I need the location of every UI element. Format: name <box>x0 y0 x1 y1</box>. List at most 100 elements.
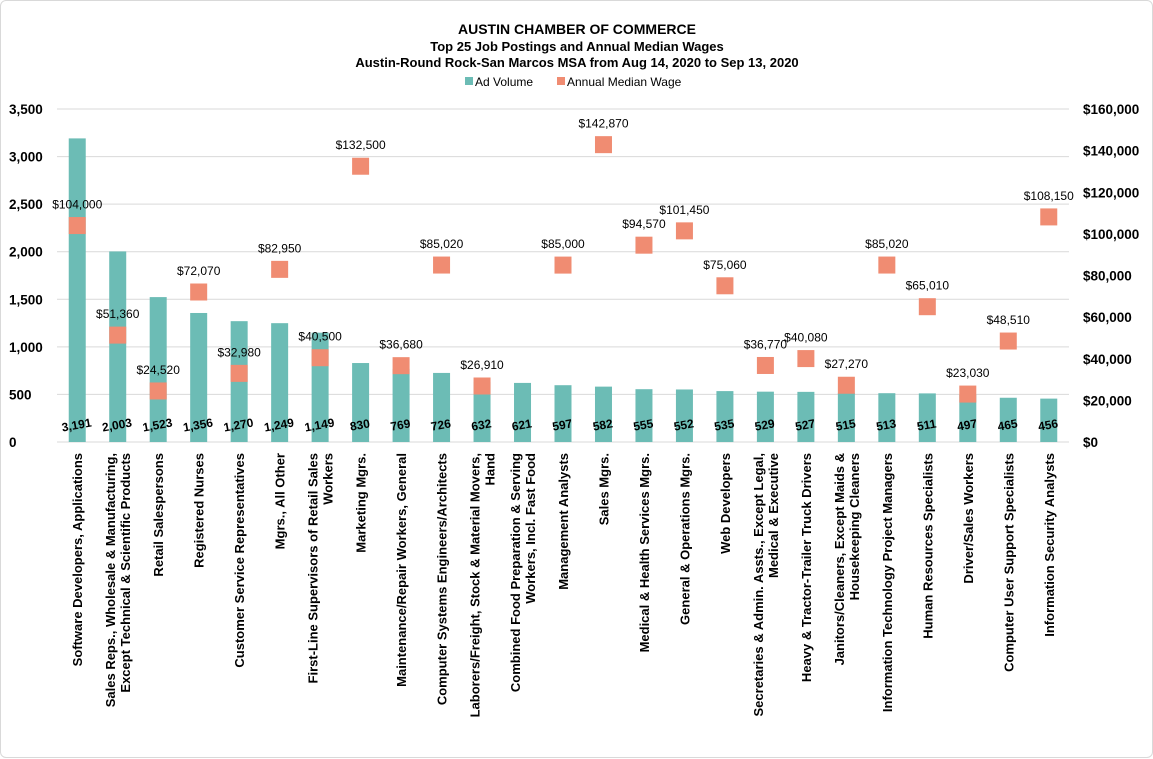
category-label-software-developers-applications: Software Developers, Applications <box>70 453 85 666</box>
median-wage-marker <box>635 236 653 254</box>
median-wage-label: $101,450 <box>659 203 709 217</box>
category-labels: Software Developers, Applications Sales R… <box>70 453 1057 717</box>
ad-volume-label: 552 <box>673 416 695 433</box>
category-label-computer-user-support-specialists: Computer User Support Specialists <box>1001 453 1016 672</box>
category-label-line: Customer Service Representatives <box>232 453 247 668</box>
category-label-line: Software Developers, Applications <box>70 453 85 666</box>
category-label-line: Laborers/Freight, Stock & Material Mover… <box>468 453 483 717</box>
median-wage-label: $85,020 <box>865 237 909 251</box>
category-label-line: Workers, Incl. Fast Food <box>523 453 538 604</box>
ad-volume-label: 597 <box>551 416 573 433</box>
ad-volume-label: 529 <box>754 416 776 433</box>
ad-volume-bar <box>756 391 774 442</box>
median-wage-label: $142,870 <box>578 117 628 131</box>
median-wage-label: $36,680 <box>379 338 423 352</box>
category-label-driver-sales-workers: Driver/Sales Workers <box>961 453 976 584</box>
category-label-line: Retail Salespersons <box>151 453 166 577</box>
median-wage-marker <box>190 283 208 301</box>
y-left-tick-label: 3,000 <box>9 150 43 165</box>
median-wage-label: $65,010 <box>906 279 950 293</box>
ad-volume-bar <box>959 394 977 442</box>
median-wage-marker <box>878 256 896 274</box>
median-wage-marker <box>594 136 612 154</box>
category-label-line: Computer User Support Specialists <box>1001 453 1016 672</box>
category-label-line: Maintenance/Repair Workers, General <box>394 453 409 687</box>
median-wage-label: $85,000 <box>541 237 585 251</box>
median-wage-label: $75,060 <box>703 258 747 272</box>
chart-subtitle-line-2: Austin-Round Rock-San Marcos MSA from Au… <box>355 55 798 70</box>
category-label-first-line-supervisors-of-retail-sales: First-Line Supervisors of Retail SalesWo… <box>306 453 336 683</box>
category-label-line: Registered Nurses <box>192 453 207 568</box>
category-label-line: First-Line Supervisors of Retail Sales <box>306 453 321 683</box>
category-label-web-developers: Web Developers <box>718 453 733 554</box>
ad-volume-label: 1,523 <box>142 416 174 435</box>
category-label-line: Driver/Sales Workers <box>961 453 976 584</box>
ad-volume-bars <box>68 138 1058 442</box>
ad-volume-bar <box>190 312 208 442</box>
category-label-line: Workers <box>321 453 336 505</box>
ad-volume-bar <box>635 389 653 442</box>
median-wage-marker <box>352 157 370 175</box>
ad-volume-bar <box>675 389 693 442</box>
category-label-retail-salespersons: Retail Salespersons <box>151 453 166 577</box>
ad-volume-bar <box>68 138 86 442</box>
median-wage-label: $40,080 <box>784 331 828 345</box>
category-label-line: Heavy & Tractor-Trailer Truck Drivers <box>799 453 814 682</box>
ad-volume-bar <box>594 386 612 442</box>
median-wage-marker <box>473 377 491 395</box>
category-label-line: Medical & Executive <box>766 453 781 578</box>
median-wage-labels: $104,000 $51,360 $24,520 $72,070 $32,980 $82,… <box>52 117 1074 380</box>
median-wage-marker <box>433 256 451 274</box>
right-axis: $0 $20,000 $40,000 $60,000 $80,000 $100,000 $1… <box>1083 102 1139 450</box>
y-right-tick-label: $160,000 <box>1083 102 1139 117</box>
median-wage-marker <box>918 298 936 316</box>
median-wage-marker <box>109 326 127 344</box>
ad-volume-label: 2,003 <box>101 416 133 435</box>
y-right-tick-label: $120,000 <box>1083 185 1139 200</box>
category-label-general-operations-mgrs: General & Operations Mgrs. <box>677 453 692 625</box>
legend: Ad Volume Annual Median Wage <box>465 75 682 89</box>
median-wage-label: $108,150 <box>1024 189 1074 203</box>
y-right-tick-label: $100,000 <box>1083 227 1139 242</box>
median-wage-label: $85,020 <box>420 237 464 251</box>
category-label-customer-service-representatives: Customer Service Representatives <box>232 453 247 668</box>
ad-volume-label: 830 <box>349 416 371 433</box>
y-right-tick-label: $40,000 <box>1083 352 1132 367</box>
gridlines <box>57 108 1069 443</box>
chart-subtitle-line-1: Top 25 Job Postings and Annual Median Wa… <box>430 39 724 54</box>
ad-volume-bar <box>271 323 289 442</box>
y-left-tick-label: 3,500 <box>9 102 43 117</box>
category-label-line: Web Developers <box>718 453 733 554</box>
category-label-line: Sales Reps., Wholesale & Manufacturing, <box>103 453 118 707</box>
median-wage-label: $27,270 <box>825 357 869 371</box>
category-label-secretaries-admin-assts-except-legal: Secretaries & Admin. Assts., Except Lega… <box>751 453 781 716</box>
median-wage-markers <box>68 136 1058 403</box>
median-wage-label: $94,570 <box>622 217 666 231</box>
legend-label-median-wage: Annual Median Wage <box>567 75 682 89</box>
category-label-janitors-cleaners-except-maids: Janitors/Cleaners, Except Maids &Houseke… <box>832 453 862 665</box>
category-label-maintenance-repair-workers-general: Maintenance/Repair Workers, General <box>394 453 409 687</box>
y-left-tick-label: 1,000 <box>9 340 43 355</box>
ad-volume-bar <box>149 297 167 442</box>
median-wage-label: $82,950 <box>258 241 302 255</box>
ad-volume-label: 1,249 <box>263 416 295 435</box>
category-label-line: Hand <box>483 453 498 486</box>
ad-volume-bar <box>837 393 855 442</box>
ad-volume-label: 513 <box>875 416 897 433</box>
median-wage-marker <box>837 376 855 394</box>
category-label-line: Management Analysts <box>556 453 571 590</box>
category-label-heavy-tractor-trailer-truck-drivers: Heavy & Tractor-Trailer Truck Drivers <box>799 453 814 682</box>
legend-label-ad-volume: Ad Volume <box>475 75 533 89</box>
y-right-tick-label: $20,000 <box>1083 393 1132 408</box>
y-right-tick-label: $80,000 <box>1083 269 1132 284</box>
median-wage-marker <box>311 349 329 367</box>
median-wage-marker <box>68 217 86 235</box>
category-label-line: Computer Systems Engineers/Architects <box>435 453 450 705</box>
y-right-tick-label: $60,000 <box>1083 310 1132 325</box>
ad-volume-label: 726 <box>430 416 452 433</box>
median-wage-marker <box>675 222 693 240</box>
y-left-tick-label: 2,500 <box>9 197 43 212</box>
category-label-medical-health-services-mgrs: Medical & Health Services Mgrs. <box>637 453 652 652</box>
median-wage-marker <box>1040 208 1058 226</box>
ad-volume-bar <box>918 393 936 442</box>
